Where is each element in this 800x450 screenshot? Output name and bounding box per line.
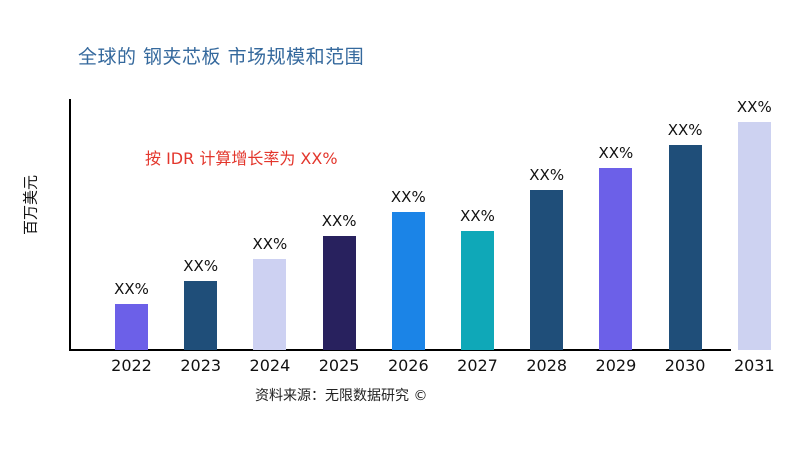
bar-value-label-2024: XX% <box>252 235 288 253</box>
bar-value-label-2027: XX% <box>460 207 495 225</box>
source-note: 资料来源：无限数据研究 © <box>255 388 428 404</box>
x-tick-label-2027: 2027 <box>457 356 498 375</box>
x-tick-label-2031: 2031 <box>733 356 775 375</box>
x-tick-label-2028: 2028 <box>526 356 568 375</box>
x-tick-label-2025: 2025 <box>318 356 360 375</box>
bar-2022 <box>115 304 148 350</box>
bar-value-label-2026: XX% <box>390 188 426 206</box>
bar-2028 <box>530 190 564 350</box>
bar-value-label-2023: XX% <box>183 257 219 275</box>
y-axis-line <box>69 99 71 351</box>
x-tick-label-2023: 2023 <box>180 356 222 375</box>
bar-value-label-2025: XX% <box>321 212 357 230</box>
bar-2026 <box>391 212 425 350</box>
bar-value-label-2029: XX% <box>598 144 634 162</box>
x-tick-label-2026: 2026 <box>387 356 429 375</box>
bar-value-label-2030: XX% <box>667 121 703 139</box>
bar-2030 <box>668 145 702 350</box>
bar-2029 <box>599 168 633 350</box>
x-axis-line <box>69 349 731 351</box>
bar-2024 <box>253 259 287 350</box>
x-tick-label-2029: 2029 <box>595 356 637 375</box>
bar-2025 <box>322 236 356 350</box>
growth-rate-annotation: 按 IDR 计算增长率为 XX% <box>145 149 338 168</box>
bar-2027 <box>461 231 494 350</box>
x-tick-label-2022: 2022 <box>111 356 152 375</box>
x-tick-label-2030: 2030 <box>664 356 706 375</box>
x-tick-label-2024: 2024 <box>249 356 291 375</box>
chart-title: 全球的 钢夹芯板 市场规模和范围 <box>78 46 365 68</box>
bar-value-label-2022: XX% <box>114 280 149 298</box>
bar-value-label-2028: XX% <box>529 166 565 184</box>
bar-value-label-2031: XX% <box>736 98 772 116</box>
bar-2023 <box>184 281 218 350</box>
bar-2031 <box>737 122 771 350</box>
